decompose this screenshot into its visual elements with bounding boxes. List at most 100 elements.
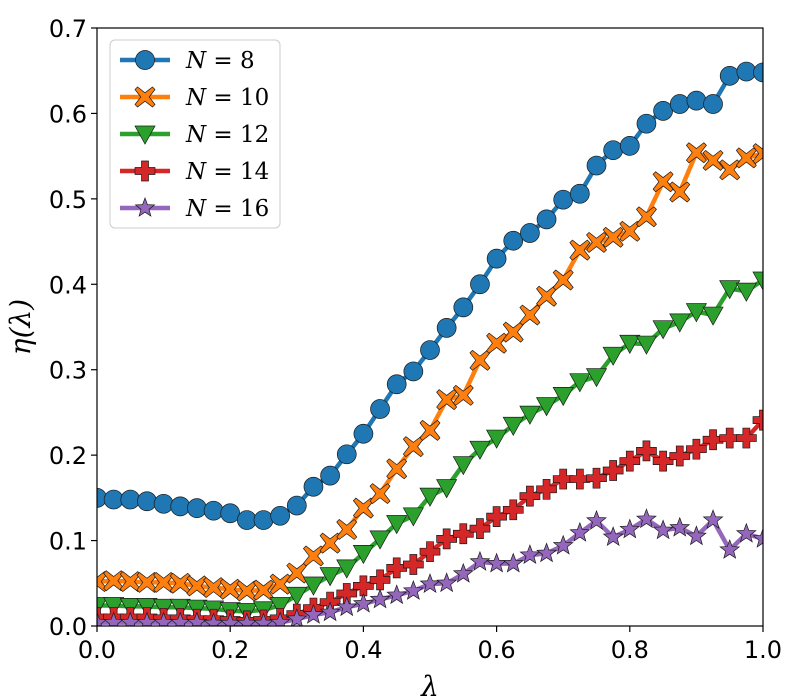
data-point (469, 550, 491, 571)
x-tick-label: 0.2 (211, 636, 249, 664)
data-point (636, 440, 657, 462)
data-point (553, 189, 574, 210)
legend-var: N (185, 196, 207, 222)
data-point (319, 601, 341, 622)
data-point (302, 545, 324, 567)
data-point (419, 487, 441, 507)
legend-value: 12 (240, 122, 269, 148)
data-point (602, 226, 624, 248)
data-point (669, 181, 691, 203)
data-point (469, 518, 491, 539)
y-tick-label: 0.5 (49, 186, 87, 214)
data-point (502, 499, 524, 521)
data-point (187, 498, 207, 518)
legend-item[interactable]: N = 16 (120, 196, 269, 222)
series-14 (97, 409, 763, 626)
data-point (236, 612, 258, 626)
data-point (635, 335, 658, 355)
data-point (686, 90, 707, 111)
data-point (652, 320, 674, 340)
plot-area (97, 61, 763, 626)
data-point (736, 61, 757, 82)
x-tick-label: 0.0 (78, 636, 116, 664)
y-tick-label: 0.0 (49, 613, 87, 641)
data-point (602, 346, 624, 366)
data-point (419, 541, 441, 563)
legend-item[interactable]: N = 14 (120, 159, 269, 185)
data-point (519, 405, 541, 425)
data-point (103, 489, 124, 510)
data-point (369, 530, 391, 550)
data-point (452, 456, 474, 476)
data-point (669, 313, 691, 333)
data-point (586, 231, 607, 253)
data-point (636, 113, 657, 134)
legend-eq: = (206, 122, 240, 148)
data-point (719, 159, 741, 181)
data-point (635, 206, 657, 228)
data-point (703, 94, 723, 114)
data-point (502, 552, 524, 573)
data-point (586, 467, 607, 489)
data-point (169, 572, 191, 594)
data-point (536, 478, 557, 500)
legend-label: N = 10 (185, 85, 269, 111)
legend-item[interactable]: N = 8 (120, 48, 255, 74)
plot-frame (96, 27, 764, 627)
data-point (486, 332, 508, 354)
data-point (302, 576, 325, 596)
y-tick-label: 0.3 (49, 357, 87, 385)
data-point (502, 321, 524, 343)
data-point (270, 505, 290, 526)
data-point (353, 575, 374, 597)
data-point (552, 269, 574, 291)
data-point (753, 62, 763, 83)
data-point (402, 507, 424, 527)
legend-marker (134, 86, 156, 108)
legend[interactable]: N = 8N = 10N = 12N = 14N = 16 (109, 39, 281, 229)
data-point (336, 596, 358, 617)
data-point (519, 304, 541, 326)
data-point (735, 427, 757, 449)
data-point (436, 528, 457, 550)
data-point (735, 522, 757, 543)
data-point (486, 506, 507, 528)
data-point (569, 468, 591, 490)
data-point (452, 384, 474, 406)
data-point (569, 521, 591, 542)
data-point (502, 416, 524, 436)
data-point (752, 527, 763, 548)
data-point (452, 562, 474, 583)
data-point (269, 611, 291, 626)
data-point (419, 419, 441, 441)
data-point (635, 508, 657, 529)
data-point (352, 592, 374, 613)
series-8 (97, 61, 763, 530)
data-point (336, 559, 358, 579)
legend-item[interactable]: N = 12 (120, 122, 269, 148)
legend-var: N (185, 85, 207, 111)
data-point (220, 503, 241, 524)
data-point (669, 445, 691, 467)
data-point (519, 485, 541, 507)
data-point (520, 223, 540, 243)
data-point (469, 349, 491, 371)
data-point (103, 597, 125, 617)
data-point (686, 438, 707, 460)
data-point (519, 544, 541, 564)
y-tick-label: 0.6 (49, 100, 87, 128)
data-point (286, 562, 308, 584)
data-point (153, 493, 174, 514)
data-point (653, 101, 673, 121)
data-point (719, 65, 740, 86)
legend-value: 10 (240, 85, 269, 111)
data-point (386, 557, 408, 579)
data-point (536, 285, 558, 307)
data-point (619, 518, 641, 539)
data-point (402, 436, 424, 458)
data-point (269, 573, 291, 595)
data-point (702, 509, 724, 529)
data-point (486, 552, 508, 573)
legend-item[interactable]: N = 10 (120, 85, 269, 111)
data-point (685, 525, 707, 546)
